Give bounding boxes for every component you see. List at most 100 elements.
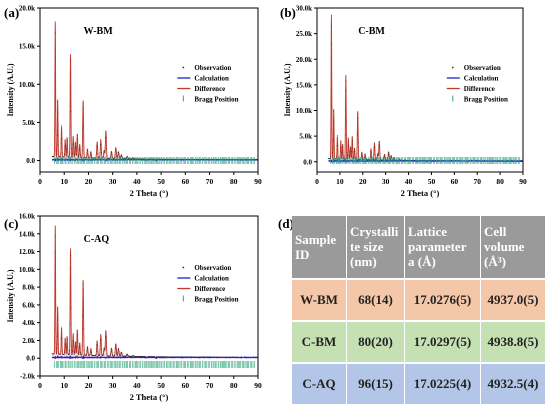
observation-point: [65, 155, 67, 156]
x-tick-label: 40: [133, 177, 141, 186]
legend-label: Calculation: [194, 275, 229, 283]
legend-item: Observation: [451, 64, 501, 72]
observation-point: [120, 156, 122, 157]
y-tick-label: 30.0k: [296, 5, 312, 13]
observation-point: [373, 146, 375, 148]
observation-point: [348, 155, 350, 157]
observation-point: [116, 355, 118, 356]
observation-point: [54, 32, 56, 34]
x-tick-label: 80: [496, 177, 504, 186]
observation-point: [349, 150, 351, 152]
observation-point: [79, 342, 81, 344]
observation-point: [69, 152, 71, 154]
observation-point: [58, 352, 60, 354]
observation-point: [356, 152, 358, 154]
observation-point: [331, 152, 333, 154]
observation-point: [378, 141, 380, 142]
observation-point: [65, 352, 67, 354]
observation-point: [61, 350, 63, 352]
observation-point: [77, 333, 78, 335]
observation-point: [390, 155, 392, 157]
observation-point: [73, 153, 75, 155]
y-tick-label: 4.0k: [22, 319, 35, 327]
x-tick-label: 50: [157, 177, 165, 186]
chart-title: C-BM: [358, 26, 385, 37]
observation-point: [372, 159, 374, 161]
y-axis-label: Intensity (A.U.): [6, 63, 15, 116]
observation-point: [99, 339, 101, 341]
observation-point: [56, 351, 58, 353]
observation-point: [118, 353, 120, 355]
observation-point: [89, 154, 91, 156]
observation-point: [55, 348, 57, 350]
observation-point: [85, 354, 87, 356]
x-tick-label: 70: [206, 381, 214, 390]
observation-point: [378, 152, 380, 154]
y-tick-label: 14.0k: [19, 230, 35, 238]
observation-point: [383, 156, 385, 158]
observation-point: [54, 327, 56, 329]
legend-item: Difference: [446, 85, 495, 93]
observation-point: [329, 158, 331, 159]
observation-point: [61, 124, 63, 126]
cell-sample-id: C-BM: [292, 321, 347, 364]
observation-point: [374, 154, 376, 156]
observation-point: [387, 154, 389, 156]
x-tick-label: 40: [405, 177, 413, 186]
x-tick-label: 70: [473, 177, 481, 186]
observation-point: [71, 156, 73, 158]
observation-point: [91, 353, 93, 355]
observation-point: [345, 80, 347, 82]
observation-point: [74, 351, 76, 353]
table-row: C-AQ 96(15) 17.0225(4) 4932.5(4): [292, 363, 546, 406]
legend-item: Calculation: [446, 75, 499, 83]
observation-point: [336, 135, 338, 136]
cell-sample-id: W-BM: [292, 279, 347, 322]
observation-point: [86, 353, 88, 355]
observation-point: [104, 147, 106, 149]
observation-point: [377, 153, 379, 155]
observation-point: [349, 146, 351, 148]
observation-point: [70, 254, 72, 256]
observation-point: [73, 353, 75, 355]
cell-lattice-parameter: 17.0225(4): [405, 363, 481, 406]
observation-point: [347, 137, 349, 139]
y-tick-label: 2.0k: [22, 337, 35, 345]
observation-point: [106, 353, 108, 355]
observation-point: [95, 355, 97, 356]
observation-point: [101, 353, 103, 355]
observation-point: [81, 353, 83, 355]
x-tick-label: 0: [38, 177, 42, 186]
observation-point: [336, 155, 338, 157]
observation-point: [61, 326, 63, 328]
observation-point: [64, 145, 66, 147]
observation-point: [104, 349, 106, 351]
observation-point: [98, 355, 100, 356]
observation-point: [340, 147, 342, 149]
observation-point: [388, 151, 389, 153]
observation-point: [78, 354, 80, 356]
observation-point: [77, 149, 79, 151]
observation-point: [105, 330, 107, 332]
observation-point: [90, 151, 92, 153]
observation-point: [82, 316, 84, 317]
y-tick-label: 25.0k: [296, 30, 312, 38]
y-axis-label: Intensity (A.U.): [6, 269, 15, 322]
x-tick-label: 10: [336, 177, 344, 186]
crystal-parameters-table: Sample ID Crystalli te size (nm) Lattice par…: [292, 216, 546, 406]
observation-point: [70, 148, 72, 150]
observation-point: [103, 153, 105, 154]
observation-point: [117, 154, 119, 156]
observation-point: [63, 353, 65, 355]
cell-crystallite-size: 68(14): [347, 279, 405, 322]
observation-point: [114, 151, 116, 152]
observation-point: [110, 350, 112, 352]
observation-point: [64, 351, 65, 353]
observation-point: [54, 251, 56, 253]
observation-point: [74, 141, 76, 143]
observation-point: [121, 154, 122, 156]
observation-point: [118, 348, 120, 350]
legend-observation-marker: [451, 66, 454, 69]
observation-point: [105, 336, 106, 338]
observation-point: [339, 155, 341, 157]
